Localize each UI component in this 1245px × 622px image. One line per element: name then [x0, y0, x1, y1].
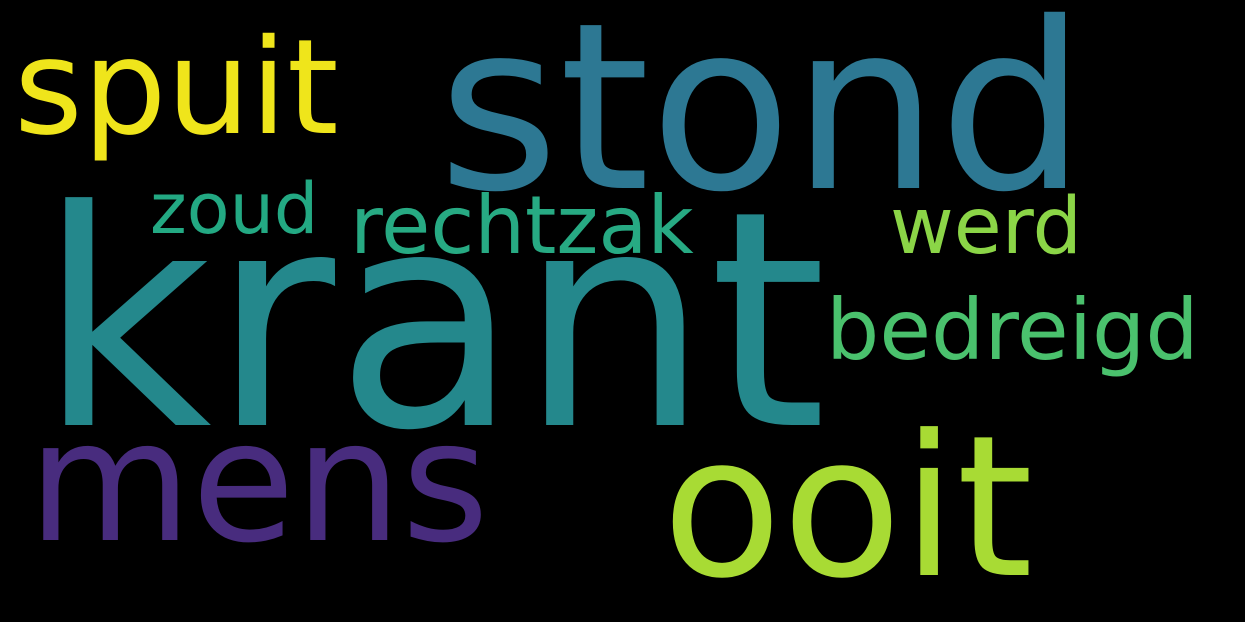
word-zoud: zoud — [150, 168, 319, 250]
word-mens: mens — [28, 384, 490, 580]
word-rechtzak: rechtzak — [350, 179, 694, 272]
word-ooit: ooit — [662, 394, 1034, 622]
word-krant: krant — [38, 147, 827, 496]
word-werd: werd — [890, 182, 1082, 272]
word-spuit: spuit — [14, 11, 339, 165]
word-stond: stond — [438, 0, 1087, 243]
word-bedreigd: bedreigd — [826, 281, 1199, 379]
